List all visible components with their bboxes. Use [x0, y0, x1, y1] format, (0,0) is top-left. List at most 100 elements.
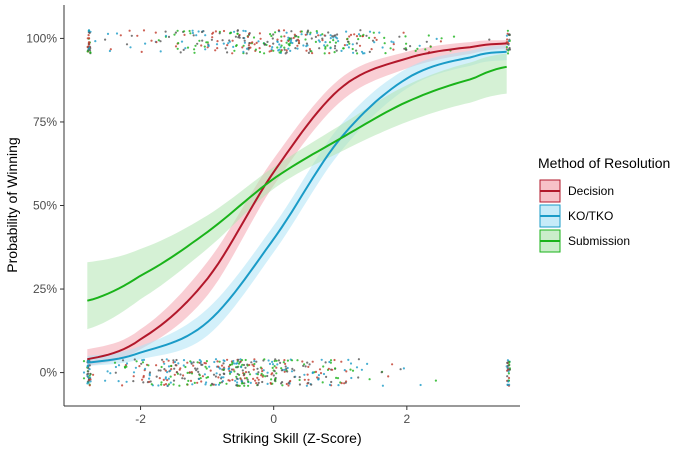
- jitter-point: [368, 50, 371, 54]
- jitter-point: [290, 30, 293, 33]
- jitter-point: [231, 39, 234, 42]
- jitter-point: [505, 34, 508, 37]
- jitter-point: [172, 359, 175, 362]
- jitter-point: [89, 51, 92, 54]
- jitter-point: [274, 31, 277, 34]
- jitter-point: [316, 376, 319, 379]
- jitter-point: [287, 39, 290, 43]
- jitter-point: [283, 48, 286, 51]
- jitter-point: [142, 376, 145, 379]
- jitter-point: [273, 359, 276, 363]
- jitter-point: [159, 50, 162, 53]
- jitter-point: [284, 365, 287, 368]
- jitter-point: [205, 360, 208, 363]
- jitter-point: [186, 361, 189, 364]
- jitter-point: [176, 29, 179, 32]
- jitter-point: [214, 30, 217, 33]
- jitter-point: [380, 371, 383, 374]
- jitter-point: [335, 49, 338, 52]
- jitter-point: [322, 372, 326, 376]
- jitter-point: [147, 364, 150, 367]
- line-decision: [87, 42, 507, 361]
- jitter-point: [230, 363, 234, 366]
- jitter-point: [323, 34, 326, 37]
- jitter-point: [213, 360, 216, 364]
- jitter-point: [275, 366, 278, 369]
- jitter-point: [359, 34, 362, 38]
- jitter-point: [86, 374, 89, 377]
- jitter-point: [88, 374, 91, 377]
- jitter-point: [336, 37, 339, 40]
- jitter-point: [434, 379, 437, 382]
- jitter-point: [508, 48, 512, 51]
- jitter-point: [200, 30, 204, 34]
- jitter-point: [212, 31, 215, 34]
- jitter-point: [286, 359, 289, 362]
- jitter-point: [506, 375, 509, 378]
- jitter-point: [368, 30, 372, 33]
- jitter-point: [121, 384, 124, 387]
- jitter-point: [214, 375, 217, 378]
- jitter-point: [372, 31, 375, 34]
- jitter-point: [333, 358, 336, 362]
- jitter-point: [402, 31, 405, 34]
- jitter-point: [323, 44, 326, 47]
- jitter-point: [335, 376, 338, 379]
- jitter-point: [216, 360, 219, 363]
- jitter-point: [245, 376, 248, 380]
- jitter-point: [277, 359, 280, 362]
- fit-lines: [87, 42, 507, 364]
- jitter-point: [256, 383, 259, 386]
- jitter-point: [247, 371, 250, 374]
- jitter-point: [164, 369, 167, 372]
- jitter-point: [244, 358, 247, 362]
- jitter-point: [212, 373, 216, 376]
- jitter-point: [399, 368, 402, 371]
- jitter-point: [134, 366, 137, 369]
- jitter-point: [159, 369, 162, 372]
- jitter-point: [293, 375, 296, 379]
- jitter-point: [429, 45, 432, 48]
- jitter-point: [342, 47, 345, 50]
- jitter-point: [150, 383, 153, 386]
- jitter-point: [125, 365, 128, 368]
- jitter-point: [329, 37, 332, 40]
- jitter-point: [355, 42, 358, 45]
- jitter-point: [296, 47, 299, 50]
- jitter-point: [235, 384, 238, 387]
- jitter-point: [92, 373, 95, 376]
- jitter-point: [226, 51, 229, 54]
- jitter-point: [300, 33, 303, 36]
- jitter-point: [276, 40, 279, 44]
- jitter-point: [392, 41, 395, 44]
- jitter-point: [320, 358, 323, 361]
- jitter-point: [295, 39, 298, 42]
- jitter-point: [508, 360, 511, 364]
- jitter-point: [280, 44, 283, 47]
- jitter-point: [235, 375, 238, 378]
- jitter-point: [282, 29, 286, 32]
- jitter-point: [247, 44, 250, 47]
- jitter-point: [328, 360, 331, 364]
- jitter-point: [218, 381, 222, 384]
- jitter-point: [285, 31, 288, 34]
- jitter-point: [333, 51, 336, 54]
- jitter-point: [343, 44, 346, 47]
- jitter-point: [314, 40, 317, 44]
- jitter-point: [452, 35, 456, 38]
- jitter-point: [186, 46, 190, 49]
- jitter-point: [197, 370, 200, 373]
- jitter-point: [268, 50, 271, 53]
- y-ticks: 0% 25% 50% 75% 100%: [26, 31, 64, 380]
- y-tick-label: 75%: [33, 115, 57, 129]
- jitter-point: [155, 375, 158, 378]
- jitter-point: [87, 370, 90, 373]
- jitter-point: [322, 365, 325, 368]
- jitter-point: [184, 47, 187, 50]
- jitter-point: [176, 47, 179, 50]
- jitter-point: [186, 383, 189, 386]
- jitter-point: [229, 31, 233, 34]
- jitter-point: [285, 382, 288, 386]
- jitter-point: [259, 37, 262, 40]
